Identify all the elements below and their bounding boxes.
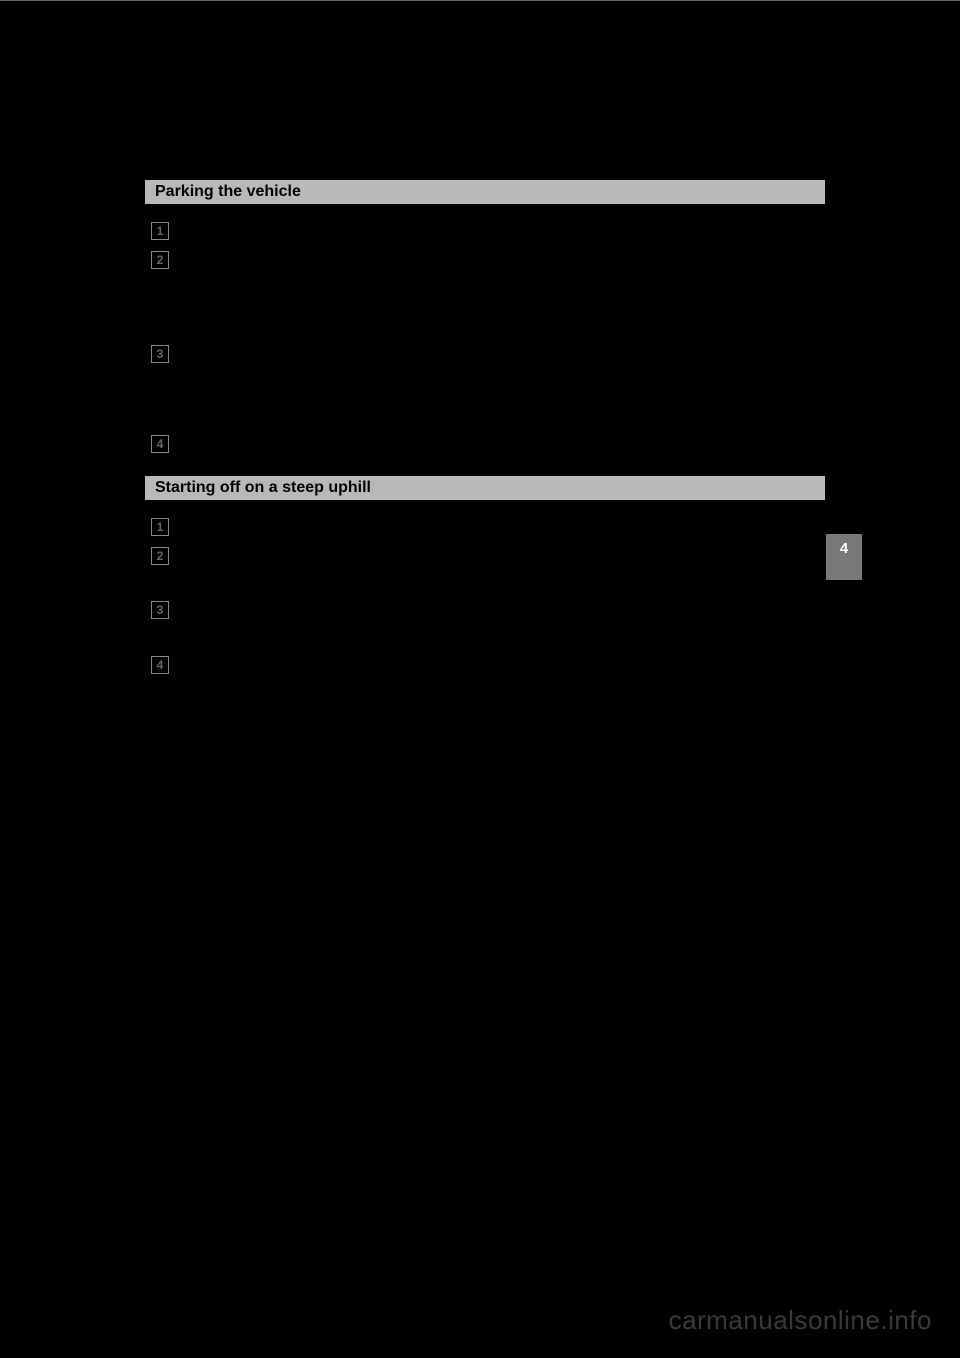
page-content: Parking the vehicle 1 Stop the vehicle c… bbox=[135, 180, 825, 682]
section-header-uphill: Starting off on a steep uphill bbox=[135, 476, 825, 500]
step-text: Set the parking brake. (→P. 224) bbox=[179, 249, 396, 270]
step-row: 1 Firmly set the parking brake and shift… bbox=[135, 516, 825, 537]
step-subtext: Vehicles with a manual transmission: Shi… bbox=[179, 393, 825, 413]
step-number-box: 2 bbox=[151, 251, 169, 269]
chapter-number: 4 bbox=[840, 540, 848, 557]
section-title: Parking the vehicle bbox=[155, 183, 301, 200]
step-number-box: 4 bbox=[151, 656, 169, 674]
step-text: Release the parking brake. bbox=[179, 599, 358, 620]
step-row: 2 Set the parking brake. (→P. 224) bbox=[135, 249, 825, 270]
step-number: 3 bbox=[157, 347, 164, 361]
section-header-parking: Parking the vehicle bbox=[135, 180, 825, 204]
step-row: 2 Gently depress the accelerator pedal. bbox=[135, 545, 825, 566]
chapter-tab[interactable]: 4 bbox=[826, 534, 862, 580]
header-divider bbox=[0, 0, 960, 1]
step-row: 3 Release the parking brake. bbox=[135, 599, 825, 620]
step-number-box: 3 bbox=[151, 601, 169, 619]
step-text: Firmly set the parking brake and shift t… bbox=[179, 516, 554, 537]
step-number: 1 bbox=[157, 520, 164, 534]
step-row: 4 bbox=[135, 654, 825, 674]
step-number: 4 bbox=[157, 658, 164, 672]
step-number: 4 bbox=[157, 437, 164, 451]
step-number: 3 bbox=[157, 603, 164, 617]
step-subtext: Vehicles with an automatic transmission … bbox=[179, 278, 825, 298]
section-title: Starting off on a steep uphill bbox=[155, 479, 371, 496]
step-row: 4 Stop the engine. bbox=[135, 433, 825, 454]
step-number-box: 4 bbox=[151, 435, 169, 453]
step-subtext: If necessary, set the parking brake. bbox=[179, 304, 825, 324]
step-number-box: 1 bbox=[151, 518, 169, 536]
step-number: 2 bbox=[157, 253, 164, 267]
step-number-box: 1 bbox=[151, 222, 169, 240]
step-text: Gently depress the accelerator pedal. bbox=[179, 545, 428, 566]
step-number: 2 bbox=[157, 549, 164, 563]
step-text: Vehicles with an automatic transmission … bbox=[179, 343, 825, 385]
step-text: Stop the vehicle completely. bbox=[179, 220, 365, 241]
step-number-box: 3 bbox=[151, 345, 169, 363]
step-subtext: Vehicles with a manual transmission bbox=[179, 574, 825, 594]
watermark: carmanualsonline.info bbox=[669, 1305, 932, 1336]
step-number: 1 bbox=[157, 224, 164, 238]
step-row: 3 Vehicles with an automatic transmissio… bbox=[135, 343, 825, 385]
step-row: 1 Stop the vehicle completely. bbox=[135, 220, 825, 241]
step-subtext: Vehicles with an automatic transmission … bbox=[179, 628, 825, 648]
step-text: Stop the engine. bbox=[179, 433, 288, 454]
step-number-box: 2 bbox=[151, 547, 169, 565]
